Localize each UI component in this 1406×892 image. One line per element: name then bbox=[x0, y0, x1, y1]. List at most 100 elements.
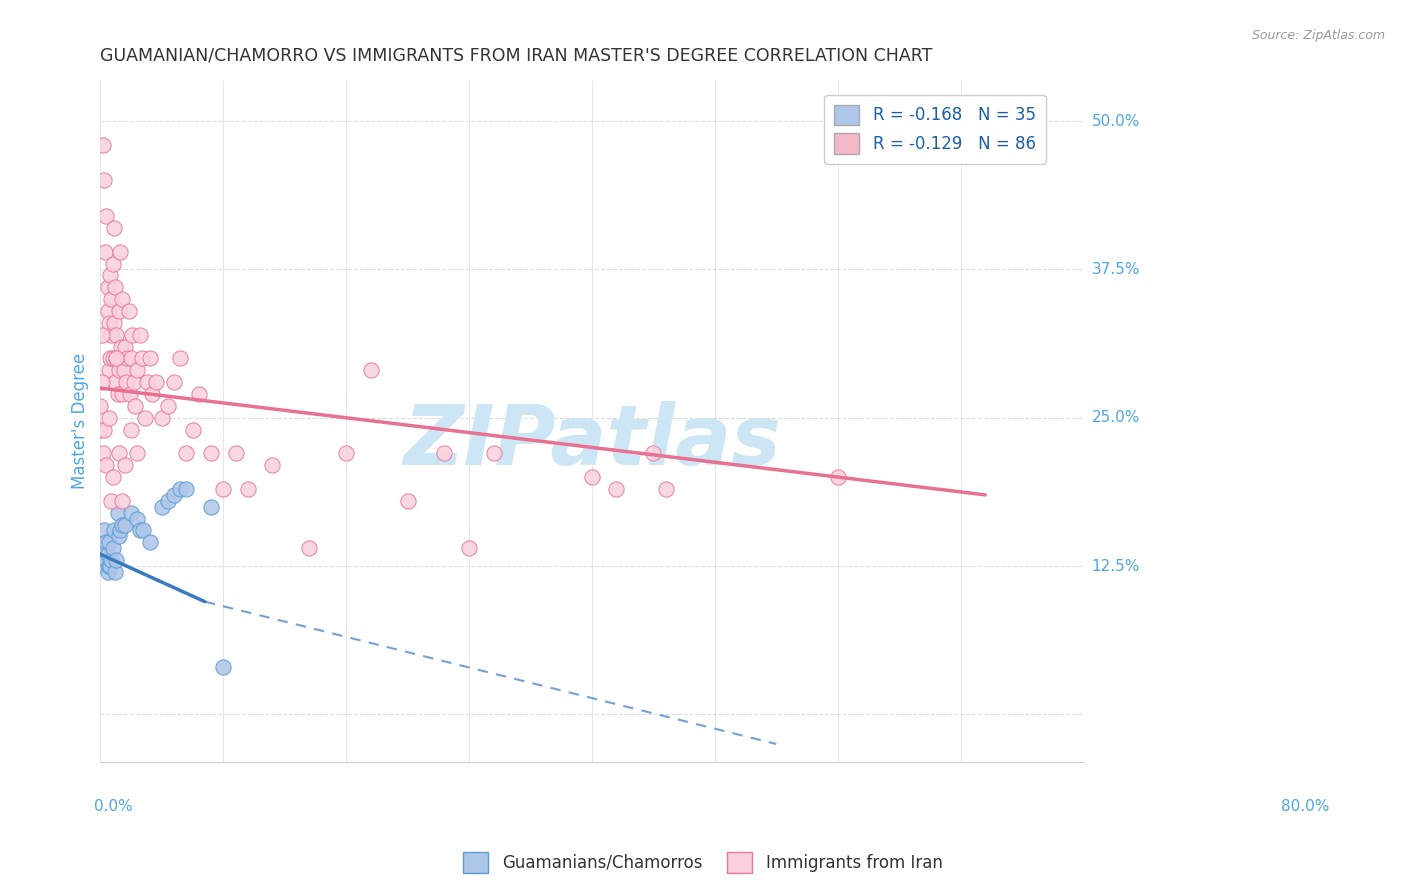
Point bbox=[108, 244, 131, 259]
Point bbox=[98, 559, 121, 574]
Point bbox=[117, 351, 139, 366]
Point bbox=[114, 517, 136, 532]
Point bbox=[138, 351, 160, 366]
Point bbox=[94, 559, 117, 574]
Point bbox=[156, 493, 179, 508]
Text: 25.0%: 25.0% bbox=[1092, 410, 1140, 425]
Point bbox=[122, 375, 145, 389]
Point bbox=[150, 410, 173, 425]
Text: ZIPatlas: ZIPatlas bbox=[404, 401, 780, 482]
Text: 12.5%: 12.5% bbox=[1092, 558, 1140, 574]
Point bbox=[187, 387, 209, 401]
Point bbox=[90, 375, 112, 389]
Point bbox=[827, 470, 849, 484]
Point bbox=[163, 488, 186, 502]
Point bbox=[107, 363, 129, 377]
Point bbox=[91, 446, 114, 460]
Legend: Guamanians/Chamorros, Immigrants from Iran: Guamanians/Chamorros, Immigrants from Ir… bbox=[457, 846, 949, 880]
Point bbox=[298, 541, 321, 556]
Point bbox=[111, 517, 134, 532]
Point bbox=[97, 304, 120, 318]
Point bbox=[108, 351, 131, 366]
Point bbox=[107, 387, 129, 401]
Point bbox=[96, 458, 118, 473]
Text: Source: ZipAtlas.com: Source: ZipAtlas.com bbox=[1251, 29, 1385, 42]
Point bbox=[212, 482, 235, 496]
Point bbox=[120, 423, 142, 437]
Point bbox=[90, 327, 112, 342]
Point bbox=[93, 423, 115, 437]
Point bbox=[97, 363, 120, 377]
Point bbox=[128, 524, 150, 538]
Point bbox=[101, 470, 124, 484]
Point bbox=[115, 375, 138, 389]
Point bbox=[127, 363, 149, 377]
Point bbox=[134, 410, 156, 425]
Point bbox=[433, 446, 456, 460]
Point bbox=[91, 137, 114, 152]
Point bbox=[93, 541, 115, 556]
Point bbox=[131, 351, 153, 366]
Point bbox=[96, 553, 118, 567]
Point bbox=[96, 209, 118, 223]
Point bbox=[111, 387, 134, 401]
Text: 50.0%: 50.0% bbox=[1092, 113, 1140, 128]
Legend: R = -0.168   N = 35, R = -0.129   N = 86: R = -0.168 N = 35, R = -0.129 N = 86 bbox=[824, 95, 1046, 164]
Point bbox=[107, 529, 129, 543]
Point bbox=[101, 256, 124, 270]
Point bbox=[101, 541, 124, 556]
Point bbox=[117, 304, 139, 318]
Text: 80.0%: 80.0% bbox=[1281, 799, 1329, 814]
Point bbox=[114, 340, 136, 354]
Point bbox=[581, 470, 603, 484]
Point bbox=[98, 351, 121, 366]
Point bbox=[145, 375, 167, 389]
Point bbox=[118, 387, 141, 401]
Point bbox=[97, 535, 120, 549]
Text: GUAMANIAN/CHAMORRO VS IMMIGRANTS FROM IRAN MASTER'S DEGREE CORRELATION CHART: GUAMANIAN/CHAMORRO VS IMMIGRANTS FROM IR… bbox=[100, 46, 932, 64]
Point bbox=[107, 446, 129, 460]
Y-axis label: Master's Degree: Master's Degree bbox=[72, 352, 89, 489]
Point bbox=[111, 493, 134, 508]
Point bbox=[605, 482, 627, 496]
Point bbox=[176, 482, 198, 496]
Point bbox=[90, 553, 112, 567]
Point bbox=[94, 244, 117, 259]
Point bbox=[128, 327, 150, 342]
Point bbox=[98, 268, 121, 283]
Point bbox=[104, 565, 127, 579]
Point bbox=[150, 500, 173, 514]
Text: 0.0%: 0.0% bbox=[94, 799, 134, 814]
Point bbox=[108, 524, 131, 538]
Point bbox=[97, 316, 120, 330]
Point bbox=[120, 506, 142, 520]
Point bbox=[89, 423, 111, 437]
Point bbox=[105, 553, 128, 567]
Point bbox=[111, 292, 134, 306]
Point bbox=[458, 541, 481, 556]
Point bbox=[396, 493, 419, 508]
Point bbox=[114, 458, 136, 473]
Point bbox=[127, 446, 149, 460]
Point bbox=[141, 387, 163, 401]
Point bbox=[105, 327, 128, 342]
Point bbox=[138, 535, 160, 549]
Point bbox=[105, 351, 128, 366]
Point bbox=[136, 375, 159, 389]
Point bbox=[103, 316, 125, 330]
Point bbox=[91, 553, 114, 567]
Text: 37.5%: 37.5% bbox=[1092, 262, 1140, 277]
Point bbox=[163, 375, 186, 389]
Point bbox=[120, 351, 142, 366]
Point bbox=[104, 280, 127, 294]
Point bbox=[97, 559, 120, 574]
Point bbox=[100, 327, 122, 342]
Point bbox=[101, 351, 124, 366]
Point bbox=[93, 524, 115, 538]
Point bbox=[89, 399, 111, 413]
Point bbox=[107, 304, 129, 318]
Point bbox=[335, 446, 357, 460]
Point bbox=[112, 363, 135, 377]
Point bbox=[124, 399, 146, 413]
Point bbox=[181, 423, 204, 437]
